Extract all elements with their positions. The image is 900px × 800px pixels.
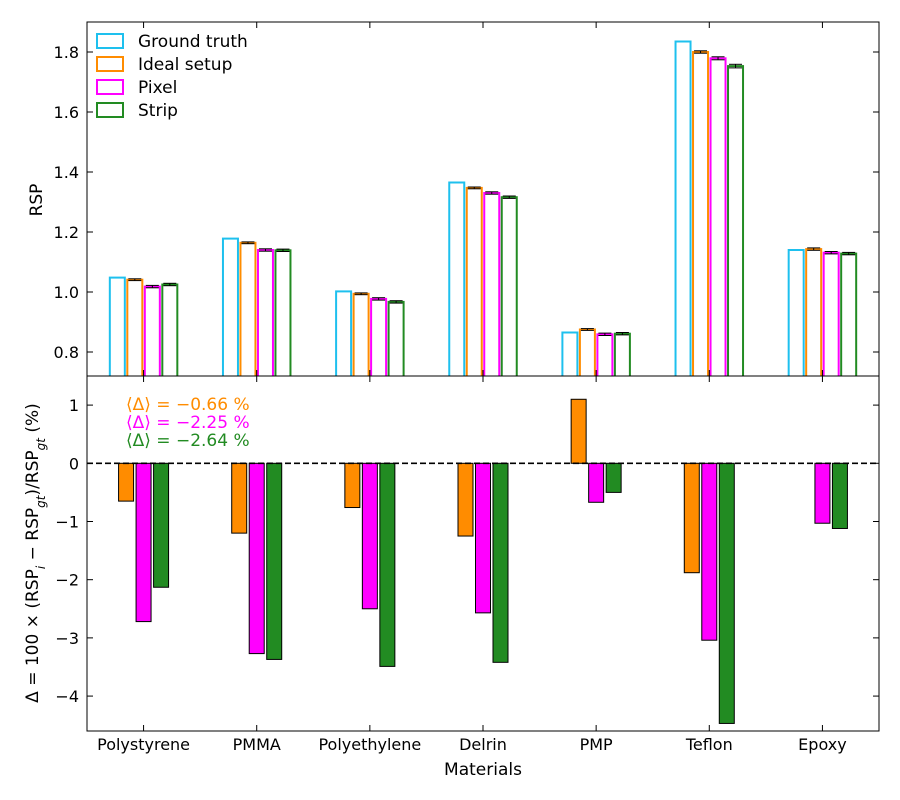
category-label-delrin: Delrin — [459, 735, 507, 754]
x-axis-label: Materials — [444, 760, 522, 780]
delta-bar-ideal-setup-teflon — [683, 462, 700, 574]
bottom-frame — [86, 375, 880, 732]
bottom-y-label-part: i — [34, 565, 48, 569]
bottom-y-axis-label: Δ = 100 × (RSPi − RSPgt)/RSPgt (%) — [23, 403, 48, 703]
top-bar-ground-truth-pmma — [221, 237, 239, 376]
bottom-y-label-part: gt — [34, 437, 48, 451]
top-ytick-label: 1.4 — [54, 163, 79, 182]
bottom-y-label-part: (%) — [23, 403, 43, 438]
top-ytick-label: 0.8 — [54, 343, 79, 362]
legend-swatch-strip — [96, 102, 124, 118]
delta-bar-ideal-setup-pmma — [231, 462, 248, 534]
legend-label-ideal-setup: Ideal setup — [138, 55, 232, 75]
bottom-ytick-label: 0 — [69, 454, 79, 473]
category-label-pmp: PMP — [580, 735, 613, 754]
mean-delta-annotation: ⟨Δ⟩ = −0.66 % — [126, 395, 250, 415]
bottom-ytick-label: −4 — [55, 687, 79, 706]
delta-bar-strip-polystyrene — [153, 462, 170, 588]
category-label-epoxy: Epoxy — [798, 735, 847, 754]
delta-bar-strip-delrin — [492, 462, 509, 663]
delta-bar-pixel-polystyrene — [135, 462, 152, 623]
top-ytick-label: 1.2 — [54, 223, 79, 242]
bottom-ytick-label: −1 — [55, 512, 79, 531]
delta-bar-ideal-setup-delrin — [457, 462, 474, 537]
top-bars — [108, 40, 858, 376]
delta-bar-pixel-polyethylene — [361, 462, 378, 610]
bottom-ytick-label: 1 — [69, 396, 79, 415]
delta-bar-ideal-setup-polyethylene — [344, 462, 361, 509]
delta-bar-strip-pmma — [266, 462, 283, 660]
bottom-y-label-part: gt — [34, 494, 48, 508]
delta-bar-strip-polyethylene — [379, 462, 396, 667]
top-bar-ground-truth-polystyrene — [108, 276, 126, 376]
top-bar-ground-truth-pmp — [561, 331, 579, 376]
delta-bar-ideal-setup-pmp — [570, 398, 587, 464]
top-ytick-label: 1.6 — [54, 103, 79, 122]
mean-delta-annotation: ⟨Δ⟩ = −2.25 % — [126, 413, 250, 433]
category-label-polystyrene: Polystyrene — [97, 735, 190, 754]
delta-bar-strip-pmp — [605, 462, 622, 493]
bottom-ytick-label: −3 — [55, 629, 79, 648]
bottom-y-label-part: )/RSP — [23, 450, 43, 495]
legend-swatch-ground-truth — [96, 33, 124, 49]
top-bar-ground-truth-delrin — [448, 181, 466, 376]
delta-bar-strip-epoxy — [831, 462, 848, 529]
delta-bar-strip-teflon — [718, 462, 735, 724]
delta-bar-pixel-teflon — [701, 462, 718, 641]
legend-swatch-pixel — [96, 79, 124, 95]
top-panel: 0.8 1.0 1.2 1.4 1.6 1.8 Ground truth Ideal setu… — [54, 21, 880, 377]
delta-bar-pixel-pmma — [248, 462, 265, 655]
delta-bar-pixel-epoxy — [814, 462, 831, 524]
legend-label-strip: Strip — [138, 101, 178, 121]
legend: Ground truth Ideal setup Pixel Strip — [96, 32, 248, 121]
top-bar-ground-truth-teflon — [674, 40, 692, 376]
legend-label-ground-truth: Ground truth — [138, 32, 248, 52]
legend-label-pixel: Pixel — [138, 78, 177, 98]
top-y-axis-label: RSP — [27, 184, 47, 217]
bottom-y-label-part: Δ = 100 × (RSP — [23, 569, 43, 703]
top-bar-ground-truth-polyethylene — [335, 290, 353, 376]
category-label-polyethylene: Polyethylene — [318, 735, 421, 754]
top-ytick-label: 1.8 — [54, 43, 79, 62]
top-bar-ground-truth-epoxy — [787, 249, 805, 376]
delta-bar-pixel-pmp — [588, 462, 605, 503]
bottom-y-label-part: − RSP — [23, 508, 43, 566]
mean-delta-annotation: ⟨Δ⟩ = −2.64 % — [126, 431, 250, 451]
delta-bar-ideal-setup-polystyrene — [118, 462, 135, 502]
delta-bar-pixel-delrin — [475, 462, 491, 614]
category-label-pmma: PMMA — [233, 735, 281, 754]
category-label-teflon: Teflon — [685, 735, 733, 754]
bottom-ytick-label: −2 — [55, 571, 79, 590]
legend-swatch-ideal-setup — [96, 56, 124, 72]
bottom-panel: −4 −3 −2 −1 0 1 Polystyrene PMMA Polyethylene Del… — [55, 375, 880, 754]
top-ytick-label: 1.0 — [54, 283, 79, 302]
